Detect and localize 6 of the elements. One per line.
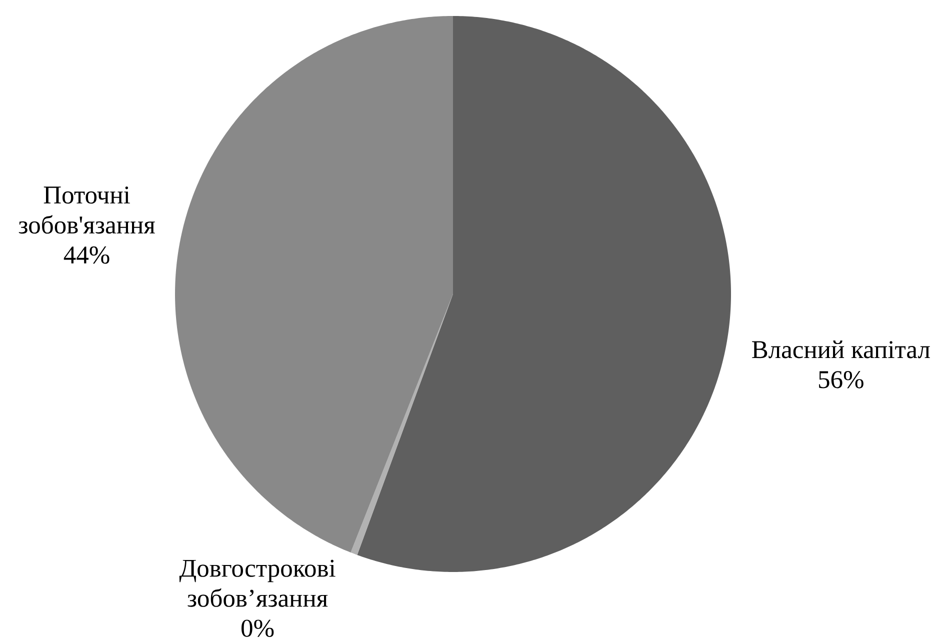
data-label: 44% (64, 246, 110, 264)
data-label: 0% (242, 620, 274, 637)
slice-label: Власний капітал (752, 340, 930, 358)
slice-label: Довгострокові зобов’язання (179, 560, 336, 607)
slice-label: Поточні зобов'язання (18, 186, 155, 234)
data-label: 56% (819, 371, 864, 388)
